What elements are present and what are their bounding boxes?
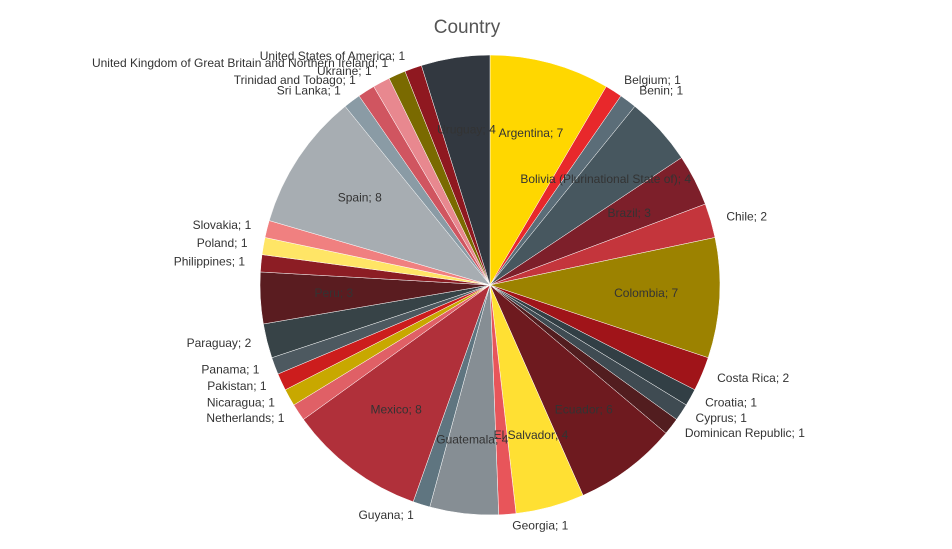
data-label: Guyana; 1	[358, 508, 414, 522]
data-label: Pakistan; 1	[207, 379, 267, 393]
slice	[489, 54, 607, 286]
data-label: Mexico; 8	[370, 402, 422, 416]
data-label: Colombia; 7	[614, 286, 678, 300]
slice	[421, 54, 491, 286]
data-label: Bolivia (Plurinational State of); 4	[520, 172, 691, 186]
data-label: United Kingdom of Great Britain and Nort…	[92, 56, 388, 70]
data-label: Sri Lanka; 1	[277, 84, 341, 98]
slice	[489, 284, 667, 496]
data-label: Philippines; 1	[174, 254, 246, 268]
data-label: Benin; 1	[639, 84, 683, 98]
data-label: Brazil; 3	[608, 206, 652, 220]
data-label: Paraguay; 2	[187, 336, 252, 350]
data-label: Slovakia; 1	[193, 218, 252, 232]
data-label: Georgia; 1	[512, 518, 568, 532]
data-label: Poland; 1	[197, 236, 248, 250]
slice	[303, 284, 491, 503]
data-label: Croatia; 1	[705, 396, 757, 410]
data-label: Nicaragua; 1	[207, 396, 275, 410]
data-label: Costa Rica; 2	[717, 371, 789, 385]
data-label: Panama; 1	[201, 362, 259, 376]
slice	[489, 237, 721, 359]
slice	[268, 105, 491, 286]
data-label: El Salvador; 4	[494, 428, 569, 442]
data-label: Trinidad and Tobago; 1	[234, 73, 356, 87]
data-label: Dominican Republic; 1	[685, 426, 805, 440]
data-label: Ukraine; 1	[317, 64, 372, 78]
data-label: Chile; 2	[726, 209, 767, 223]
data-label: Argentina; 7	[499, 126, 564, 140]
data-label: Peru; 3	[315, 286, 354, 300]
data-label: Guatemala; 4	[436, 433, 508, 447]
data-label: United States of America; 1	[260, 49, 406, 63]
data-label: Cyprus; 1	[696, 411, 748, 425]
data-label: Netherlands; 1	[206, 411, 284, 425]
data-label: Uruguay; 4	[437, 123, 496, 137]
chart-title: Country	[434, 17, 501, 38]
data-label: Ecuador; 6	[555, 402, 613, 416]
data-label: Belgium; 1	[624, 73, 681, 87]
data-label: Spain; 8	[338, 191, 382, 205]
